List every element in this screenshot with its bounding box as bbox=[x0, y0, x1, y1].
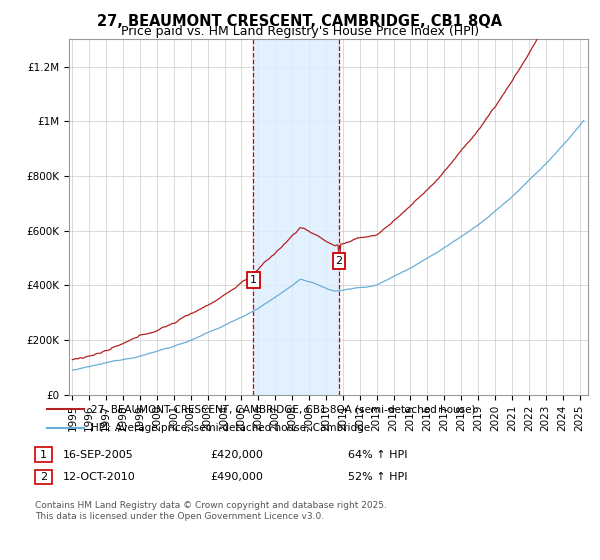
Text: HPI: Average price, semi-detached house, Cambridge: HPI: Average price, semi-detached house,… bbox=[91, 423, 371, 433]
Bar bbox=[253, 39, 339, 395]
Text: 52% ↑ HPI: 52% ↑ HPI bbox=[348, 472, 407, 482]
Text: £490,000: £490,000 bbox=[210, 472, 263, 482]
Text: 27, BEAUMONT CRESCENT, CAMBRIDGE, CB1 8QA: 27, BEAUMONT CRESCENT, CAMBRIDGE, CB1 8Q… bbox=[97, 14, 503, 29]
Text: 64% ↑ HPI: 64% ↑ HPI bbox=[348, 450, 407, 460]
Text: 16-SEP-2005: 16-SEP-2005 bbox=[63, 450, 134, 460]
Text: 12-OCT-2010: 12-OCT-2010 bbox=[63, 472, 136, 482]
Text: 1: 1 bbox=[250, 275, 257, 285]
Text: 2: 2 bbox=[335, 256, 343, 266]
Text: £420,000: £420,000 bbox=[210, 450, 263, 460]
Text: 1: 1 bbox=[40, 450, 47, 460]
Text: 27, BEAUMONT CRESCENT, CAMBRIDGE, CB1 8QA (semi-detached house): 27, BEAUMONT CRESCENT, CAMBRIDGE, CB1 8Q… bbox=[91, 404, 476, 414]
Text: Contains HM Land Registry data © Crown copyright and database right 2025.
This d: Contains HM Land Registry data © Crown c… bbox=[35, 501, 386, 521]
FancyBboxPatch shape bbox=[35, 470, 52, 484]
Text: 2: 2 bbox=[40, 472, 47, 482]
FancyBboxPatch shape bbox=[35, 447, 52, 462]
Text: Price paid vs. HM Land Registry's House Price Index (HPI): Price paid vs. HM Land Registry's House … bbox=[121, 25, 479, 38]
